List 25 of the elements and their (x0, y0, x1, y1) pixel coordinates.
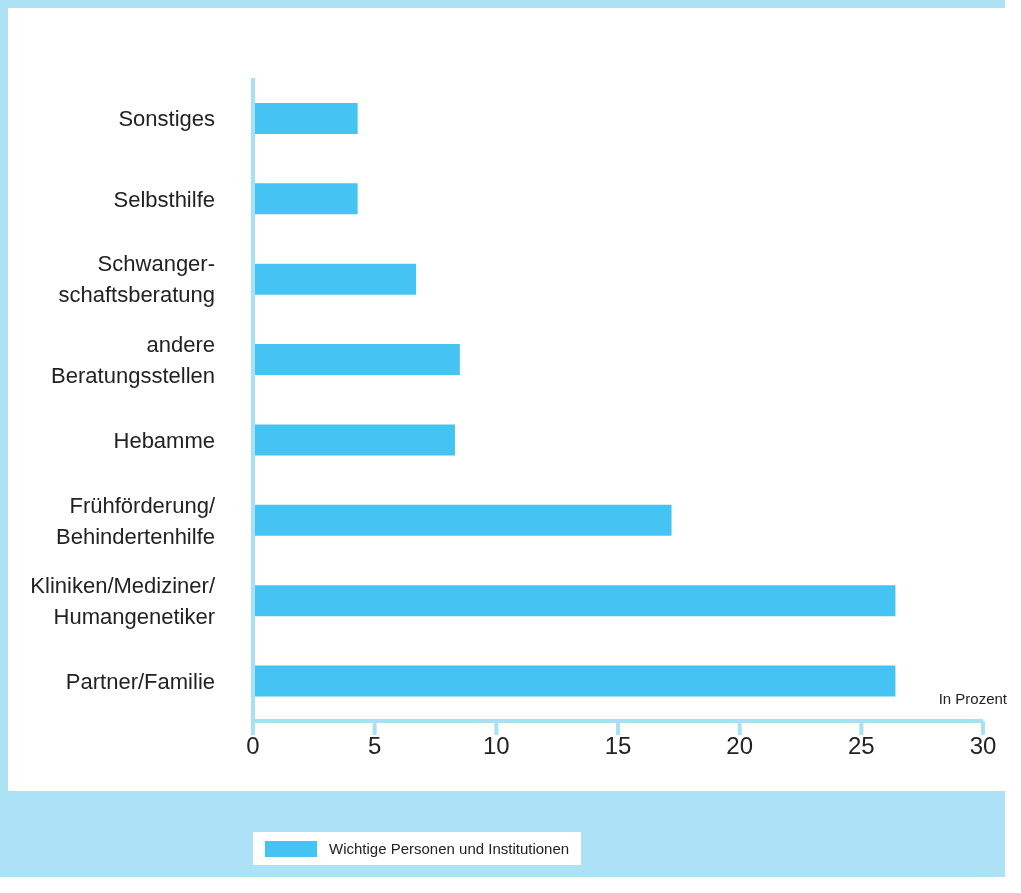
y-tick-label: Frühförderung/Behindertenhilfe (55, 492, 216, 549)
bar (253, 665, 896, 697)
x-tick-label: 15 (604, 732, 632, 760)
legend-label: Wichtige Personen und Institutionen (329, 840, 570, 857)
x-tick-label: 20 (726, 732, 754, 760)
bar (253, 263, 417, 295)
y-tick-label: Sonstiges (118, 105, 215, 131)
x-tick-label: 5 (367, 732, 382, 760)
y-tick-label: andere Beratungsstellen (51, 331, 215, 388)
y-tick-label: Hebamme (113, 427, 215, 453)
bar (253, 102, 358, 134)
x-tick-label: 30 (969, 732, 997, 760)
y-tick-label: Selbsthilfe (113, 186, 215, 212)
x-tick-label: 25 (847, 732, 875, 760)
bar (253, 504, 672, 536)
y-tick-label: Kliniken/Mediziner/Humangenetiker (30, 572, 216, 629)
y-tick-label: Schwanger-schaftsberatung (58, 250, 215, 307)
bar (253, 183, 358, 215)
x-tick-label: 0 (246, 732, 260, 760)
x-tick-label: 10 (482, 732, 510, 760)
bar (253, 424, 455, 456)
x-axis-title: In Prozent (938, 689, 1008, 707)
bar (253, 344, 460, 376)
bar (253, 585, 896, 617)
y-tick-label: Partner/Familie (65, 668, 215, 694)
